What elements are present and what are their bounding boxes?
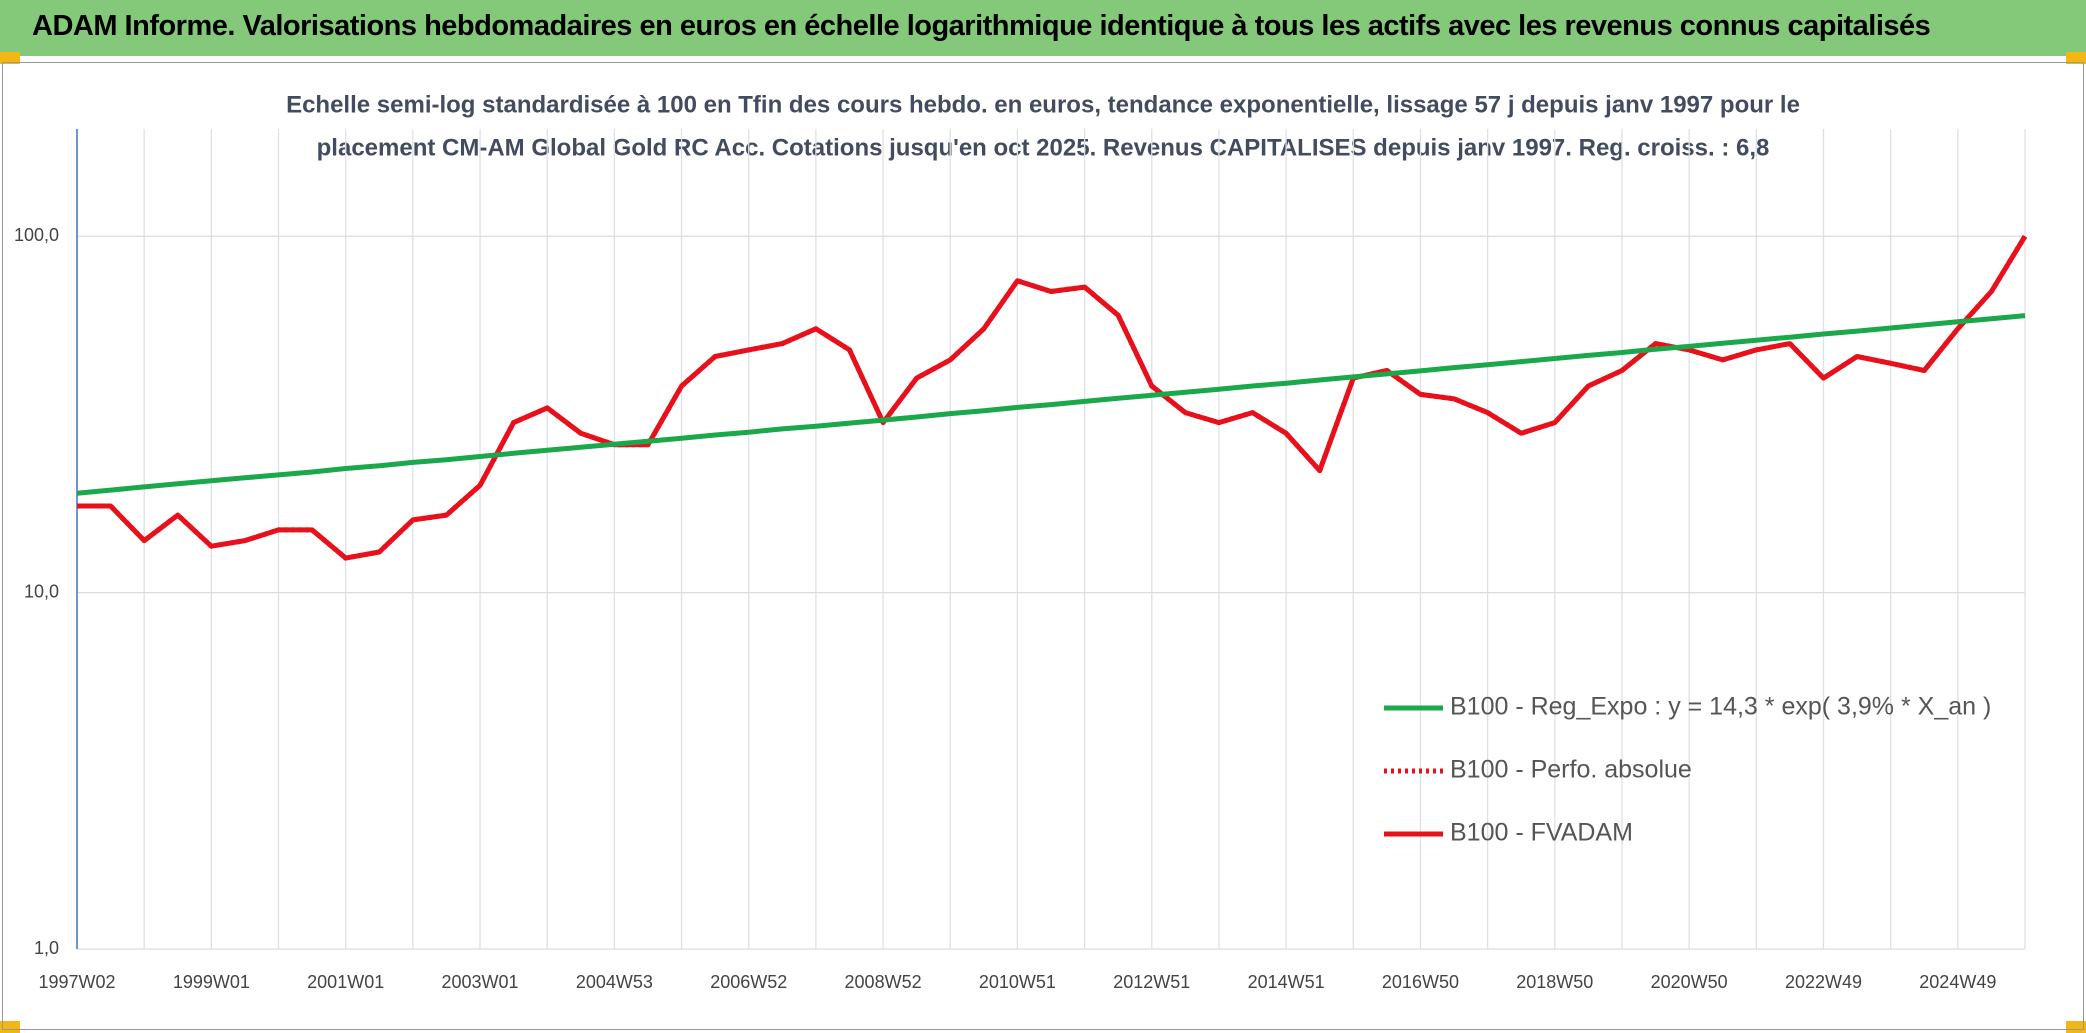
legend-label: B100 - Perfo. absolue	[1450, 756, 1692, 784]
corner	[2066, 1021, 2086, 1033]
legend-label: B100 - Reg_Expo : y = 14,3 * exp( 3,9% *…	[1450, 693, 1991, 721]
x-tick-label: 2016W50	[1382, 972, 1459, 992]
header-title: ADAM Informe. Valorisations hebdomadaire…	[32, 10, 1931, 42]
y-tick-label: 1,0	[34, 938, 59, 958]
corner	[0, 1021, 20, 1033]
x-tick-label: 1997W02	[38, 972, 115, 992]
x-tick-label: 2008W52	[845, 972, 922, 992]
x-tick-label: 2012W51	[1113, 972, 1190, 992]
x-tick-label: 2020W50	[1651, 972, 1728, 992]
frame	[2, 62, 2084, 1030]
x-tick-label: 2014W51	[1248, 972, 1325, 992]
y-tick-label: 100,0	[14, 225, 59, 245]
corner	[0, 52, 20, 64]
series-line	[77, 235, 2028, 561]
x-tick-label: 2004W53	[576, 972, 653, 992]
header: ADAM Informe. Valorisations hebdomadaire…	[0, 0, 2086, 56]
x-tick-label: 2010W51	[979, 972, 1056, 992]
x-tick-label: 2001W01	[307, 972, 384, 992]
x-tick-label: 2018W50	[1516, 972, 1593, 992]
x-tick-label: 2006W52	[710, 972, 787, 992]
x-tick-label: 2022W49	[1785, 972, 1862, 992]
x-tick-label: 2024W49	[1919, 972, 1996, 992]
series-line	[76, 313, 2026, 496]
legend-label: B100 - FVADAM	[1450, 819, 1633, 847]
series-line	[77, 235, 2028, 561]
corner	[2066, 52, 2086, 64]
x-tick-label: 1999W01	[173, 972, 250, 992]
chart-subtitle: placement CM-AM Global Gold RC Acc. Cota…	[317, 134, 1770, 161]
chart-subtitle: Echelle semi-log standardisée à 100 en T…	[286, 91, 1800, 118]
y-tick-label: 10,0	[24, 581, 59, 601]
x-tick-label: 2003W01	[442, 972, 519, 992]
